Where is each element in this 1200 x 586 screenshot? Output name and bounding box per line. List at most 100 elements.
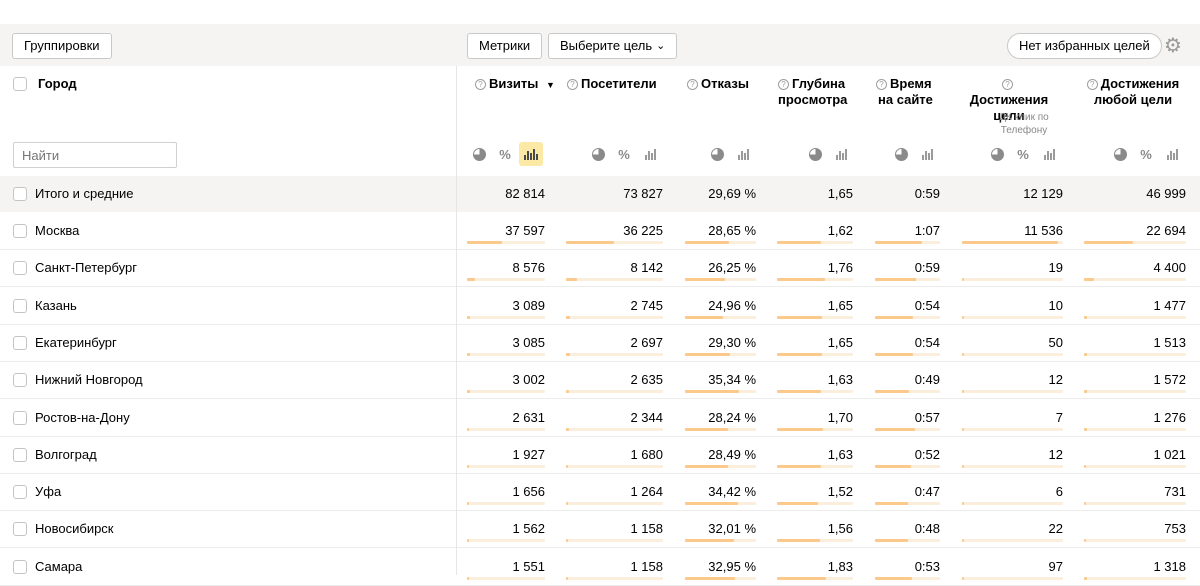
visits-value: 1 656 [512,484,545,500]
time-value: 0:59 [914,260,940,276]
pie-chart-icon[interactable] [1108,142,1132,166]
goal-value: 10 [1048,297,1063,313]
depth-column-header[interactable]: ? Глубина просмотра [778,76,847,108]
time-view-toggles [889,142,939,166]
any-goal-value: 753 [1164,521,1186,537]
goal-share-fill [962,427,964,431]
visitors-value: 2 745 [630,297,663,313]
any-goal-value: 731 [1164,484,1186,500]
row-checkbox[interactable] [13,447,27,462]
gear-icon[interactable]: ⚙ [1164,35,1182,57]
row-checkbox[interactable] [13,335,27,350]
visitors-share-bar [566,278,663,282]
bar-chart-icon[interactable] [519,142,543,166]
percent-icon[interactable]: % [1017,146,1029,162]
metrics-button[interactable]: Метрики [467,33,543,59]
depth-share-fill [777,576,826,580]
visitors-share-bar [566,390,663,394]
any-goal-share-fill [1084,241,1133,244]
total-row[interactable]: Итого и средние 82 814 73 827 29,69 % 1,65 0:… [0,176,1200,212]
question-icon[interactable]: ? [567,79,578,90]
row-checkbox[interactable] [13,298,27,313]
bounces-value: 28,49 % [708,446,756,462]
table-row[interactable]: Екатеринбург 3 085 2 697 29,30 % 1,65 0:54 50 1… [0,325,1200,362]
time-value: 0:59 [914,186,940,201]
row-checkbox[interactable] [13,485,27,500]
goal-value: 19 [1048,260,1063,276]
visitors-column-header[interactable]: ? Посетители [567,76,657,92]
any-goal-value: 1 477 [1153,297,1186,313]
table-row[interactable]: Казань 3 089 2 745 24,96 % 1,65 0:54 10 1 477 [0,288,1200,325]
row-checkbox[interactable] [13,410,27,425]
question-icon[interactable]: ? [778,79,789,90]
row-checkbox[interactable] [13,187,27,201]
table-row[interactable]: Уфа 1 656 1 264 34,42 % 1,52 0:47 6 731 [0,474,1200,512]
pie-chart-icon[interactable] [467,142,491,166]
time-column-header[interactable]: ? Время на сайте [876,76,933,108]
any-goal-column-header[interactable]: ? Достижения любой цели [1085,76,1181,108]
bar-chart-icon[interactable] [1037,142,1061,166]
table-row[interactable]: Самара 1 551 1 158 32,95 % 1,83 0:53 97 1 318 [0,549,1200,586]
any-goal-share-bar [1084,502,1186,506]
row-checkbox[interactable] [13,522,27,537]
visits-share-fill [467,315,470,319]
percent-icon[interactable]: % [618,146,630,162]
goal-select[interactable]: Выберите цель ⌄ [548,33,678,59]
time-share-fill [875,427,915,431]
pie-chart-icon[interactable] [803,142,827,166]
table-row[interactable]: Нижний Новгород 3 002 2 635 35,34 % 1,63 0:49… [0,362,1200,400]
row-checkbox[interactable] [13,559,27,574]
select-all-checkbox[interactable] [13,77,27,91]
depth-value: 1,63 [827,446,853,462]
bar-chart-icon[interactable] [1160,142,1184,166]
pie-chart-icon[interactable] [705,142,729,166]
bar-chart-icon[interactable] [829,142,853,166]
visits-share-bar [467,315,545,319]
table-row[interactable]: Новосибирск 1 562 1 158 32,01 % 1,56 0:48 22 75… [0,511,1200,549]
depth-title-1: Глубина [792,76,846,91]
row-checkbox[interactable] [13,261,27,276]
goal-value: 12 [1048,446,1063,462]
row-checkbox[interactable] [13,373,27,388]
goal-share-bar [962,576,1063,580]
visitors-share-bar [566,539,663,543]
goal-value: 6 [1055,484,1063,500]
search-input[interactable] [13,142,177,168]
favorite-goals-button[interactable]: Нет избранных целей [1007,33,1162,59]
goal-column-header[interactable]: ? Достижения цели [963,76,1055,124]
visitors-share-fill [566,502,568,506]
pie-chart-icon[interactable] [985,142,1009,166]
goal-share-bar [962,464,1063,468]
time-value: 0:54 [914,334,940,350]
percent-icon[interactable]: % [1140,146,1152,162]
bar-chart-icon[interactable] [915,142,939,166]
percent-icon[interactable]: % [499,146,511,162]
any-goal-share-bar [1084,539,1186,543]
bounces-column-header[interactable]: ? Отказы [687,76,749,92]
question-icon[interactable]: ? [1086,79,1098,90]
bar-chart-icon[interactable] [638,142,662,166]
visits-value: 1 551 [512,558,545,574]
any-goal-share-fill [1084,352,1087,356]
question-icon[interactable]: ? [475,79,486,90]
visits-column-header[interactable]: ? Визиты ▼ [475,76,555,93]
question-icon[interactable]: ? [876,79,887,90]
question-icon[interactable]: ? [687,79,698,90]
visitors-value: 1 158 [630,558,663,574]
table-row[interactable]: Волгоград 1 927 1 680 28,49 % 1,63 0:52 12 1 02… [0,437,1200,474]
visits-share-fill [467,278,475,282]
pie-chart-icon[interactable] [586,142,610,166]
table-row[interactable]: Ростов-на-Дону 2 631 2 344 28,24 % 1,70 0:57 7… [0,400,1200,437]
question-icon[interactable]: ? [1002,79,1013,90]
row-checkbox[interactable] [13,224,27,238]
bar-chart-icon[interactable] [731,142,755,166]
time-share-bar [875,464,940,468]
visits-share-fill [467,241,502,244]
groupings-button[interactable]: Группировки [12,33,112,59]
time-share-bar [875,315,940,319]
any-goal-title-1: Достижения [1100,76,1180,91]
table-row[interactable]: Москва 37 597 36 225 28,65 % 1,62 1:07 11 536 2… [0,213,1200,250]
pie-chart-icon[interactable] [889,142,913,166]
city-column-header[interactable]: Город [38,76,77,91]
table-row[interactable]: Санкт-Петербург 8 576 8 142 26,25 % 1,76 0:59… [0,250,1200,288]
